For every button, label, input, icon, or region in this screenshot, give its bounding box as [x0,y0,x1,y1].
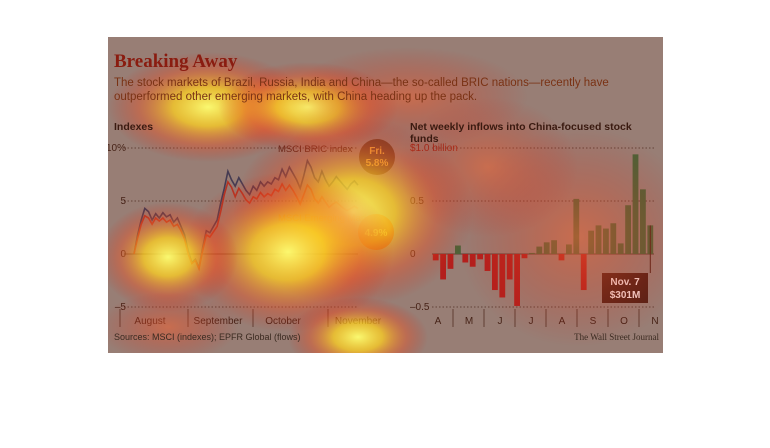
right-panel-title: Net weekly inflows into China-focused st… [410,121,632,145]
left-ytick-label-0: 10% [108,143,126,154]
heat-blob-2 [108,202,238,312]
right-xtick-label-0: A [435,316,442,327]
heat-blob-1 [183,172,393,332]
left-panel-title: Indexes [114,121,154,133]
right-ytick-label-3: –0.5 [410,302,430,313]
left-ytick-label-1: 5 [120,196,126,207]
right-xtick-label-1: M [465,316,473,327]
right-xtick-label-2: J [498,316,503,327]
graphic-title: Breaking Away [114,51,238,72]
heatmap-overlay [108,37,663,353]
chart-graphic: 10%50–5AugustSeptemberOctoberNovemberMSC… [108,37,663,353]
wsj-credit: The Wall Street Journal [574,332,659,342]
right-xtick-label-7: N [651,316,658,327]
sources-note: Sources: MSCI (indexes); EPFR Global (fl… [114,332,301,342]
graphic-subtitle: The stock markets of Brazil, Russia, Ind… [114,77,609,103]
heat-blob-7 [288,47,528,147]
heat-blob-9 [288,297,428,353]
heat-blob-8 [108,292,238,353]
